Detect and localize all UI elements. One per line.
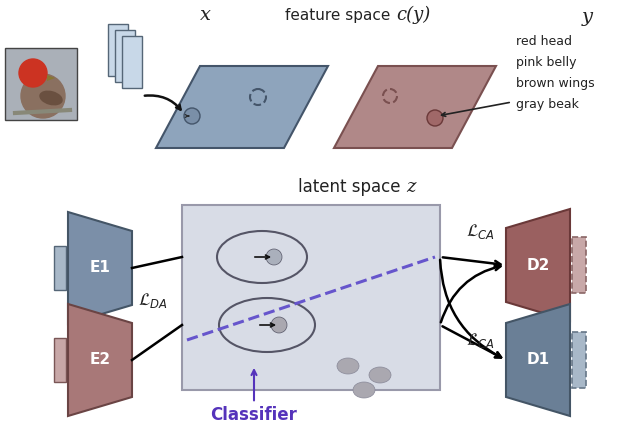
Ellipse shape: [369, 367, 391, 383]
Text: z: z: [406, 178, 415, 196]
FancyBboxPatch shape: [54, 338, 66, 382]
FancyBboxPatch shape: [54, 246, 66, 290]
Polygon shape: [506, 209, 570, 321]
Ellipse shape: [337, 358, 359, 374]
Polygon shape: [47, 75, 55, 81]
FancyBboxPatch shape: [182, 205, 440, 390]
Text: D2: D2: [526, 258, 550, 273]
Text: latent space: latent space: [298, 178, 401, 196]
Polygon shape: [334, 66, 496, 148]
Circle shape: [184, 108, 200, 124]
Text: Classifier: Classifier: [211, 370, 298, 424]
Text: $\mathcal{L}_{CA}$: $\mathcal{L}_{CA}$: [466, 331, 495, 350]
Text: x: x: [200, 6, 211, 24]
FancyBboxPatch shape: [572, 332, 586, 388]
Text: c(y): c(y): [396, 6, 430, 24]
Text: $\mathcal{L}_{DA}$: $\mathcal{L}_{DA}$: [138, 291, 168, 310]
Circle shape: [250, 89, 266, 105]
Circle shape: [266, 249, 282, 265]
Text: E2: E2: [90, 353, 111, 368]
Polygon shape: [156, 66, 328, 148]
Text: pink belly: pink belly: [516, 56, 577, 69]
Polygon shape: [68, 304, 132, 416]
Circle shape: [19, 59, 47, 87]
FancyBboxPatch shape: [115, 30, 135, 82]
FancyBboxPatch shape: [572, 237, 586, 293]
Polygon shape: [506, 304, 570, 416]
Text: $\mathcal{L}_{CA}$: $\mathcal{L}_{CA}$: [466, 222, 495, 241]
Text: E1: E1: [90, 261, 111, 276]
Circle shape: [271, 317, 287, 333]
Text: D1: D1: [527, 353, 550, 368]
Text: gray beak: gray beak: [516, 98, 579, 111]
Circle shape: [383, 89, 397, 103]
FancyBboxPatch shape: [108, 24, 128, 76]
Text: red head: red head: [516, 35, 572, 48]
Circle shape: [21, 74, 65, 118]
Polygon shape: [68, 212, 132, 324]
FancyBboxPatch shape: [122, 36, 142, 88]
Text: y: y: [582, 8, 593, 26]
Text: brown wings: brown wings: [516, 77, 595, 90]
Ellipse shape: [39, 91, 63, 105]
FancyBboxPatch shape: [5, 48, 77, 120]
Ellipse shape: [353, 382, 375, 398]
Circle shape: [427, 110, 443, 126]
Text: feature space: feature space: [285, 8, 390, 23]
